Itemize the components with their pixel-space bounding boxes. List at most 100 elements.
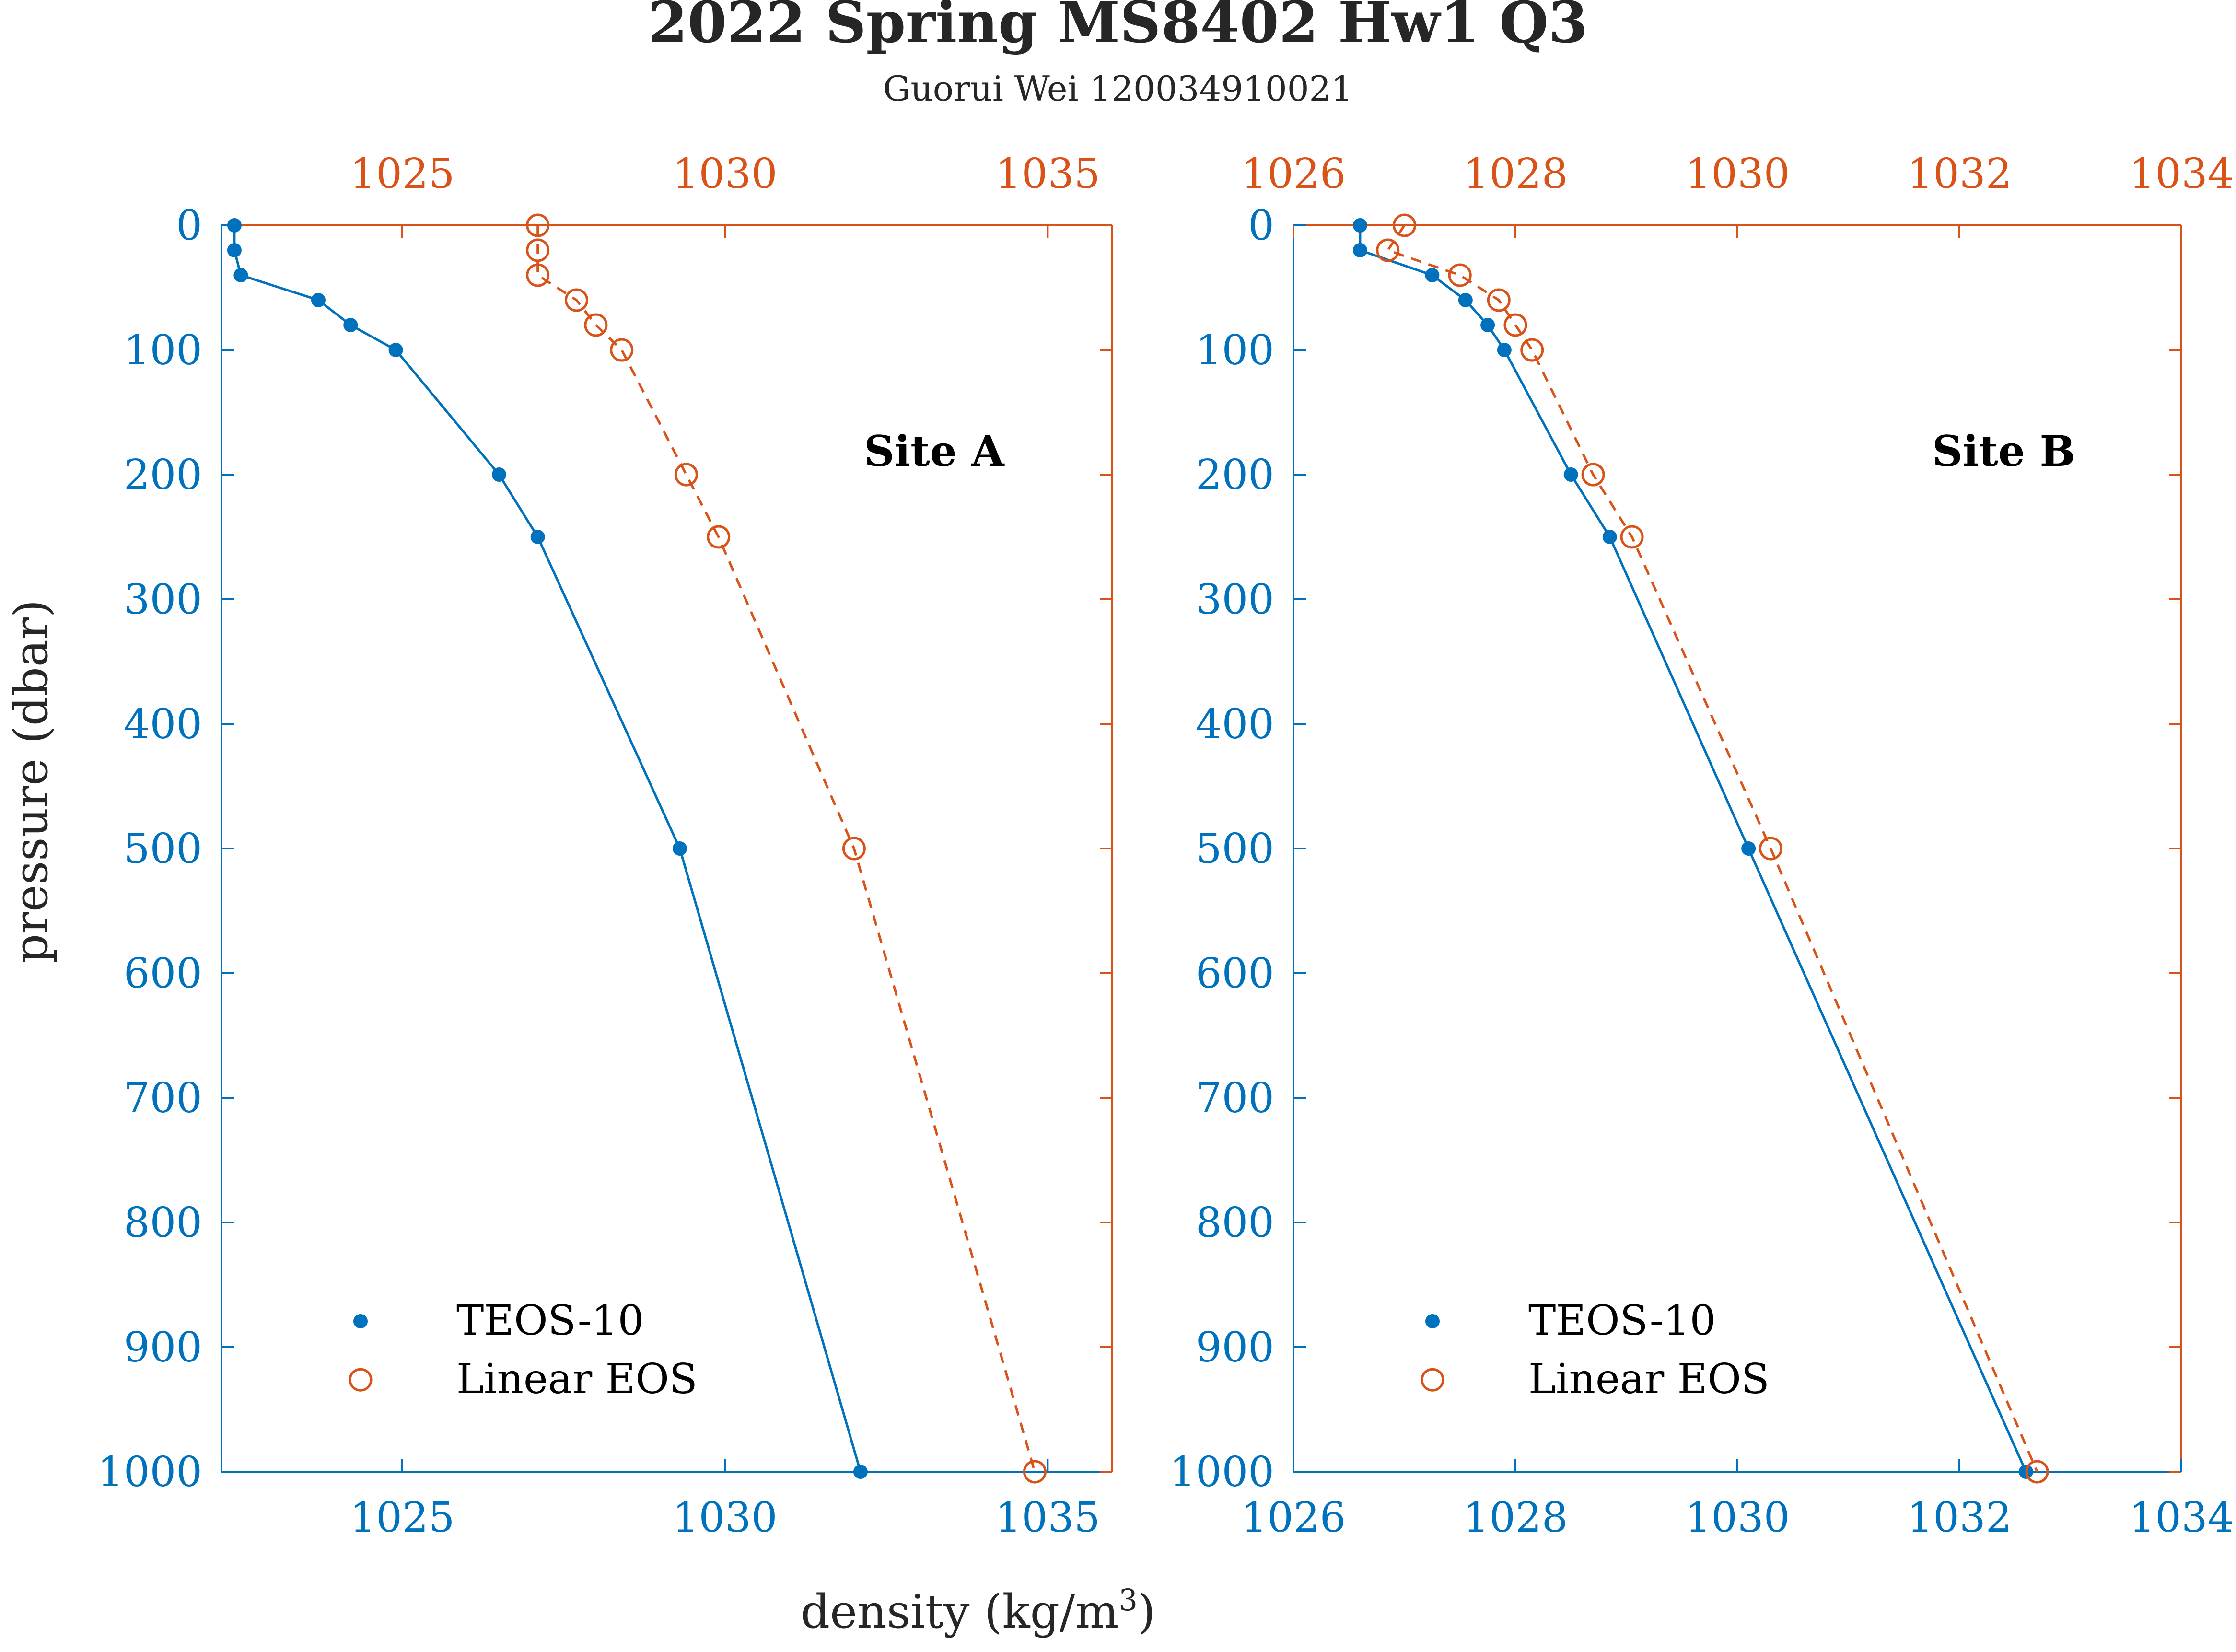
site-a-top-tick-label: 1025 <box>350 150 455 198</box>
site-a-teos10-point <box>227 218 242 233</box>
site-b-linear-eos-point <box>1448 263 1472 287</box>
site-b-legend-linear-eos-label: Linear EOS <box>1528 1355 1770 1403</box>
site-a-legend-teos10-label: TEOS-10 <box>456 1297 644 1345</box>
site-a-y-tick-label: 900 <box>124 1324 202 1372</box>
site-a-y-tick-label: 600 <box>124 950 202 998</box>
site-a-teos10-point <box>491 467 506 482</box>
site-b-y-tick-label: 1000 <box>1169 1448 1274 1496</box>
site-a-x-tick-label: 1025 <box>350 1494 455 1542</box>
site-b-y-tick-label: 600 <box>1196 950 1274 998</box>
site-b-linear-eos-point <box>1487 288 1511 312</box>
site-b-linear-eos-point <box>1503 313 1527 337</box>
site-b-legend-linear-eos-marker <box>1421 1368 1444 1392</box>
site-b-y-tick-label: 500 <box>1196 825 1274 873</box>
site-b-y-tick-label: 0 <box>1248 202 1274 250</box>
site-b-x-tick-label: 1030 <box>1685 1494 1790 1542</box>
site-b-y-tick-label: 200 <box>1196 451 1274 499</box>
site-a-legend-linear-eos-marker <box>349 1368 373 1392</box>
site-b-y-tick-label: 300 <box>1196 576 1274 624</box>
site-b-linear-eos-point <box>1393 213 1416 237</box>
site-a-x-tick-label: 1030 <box>673 1494 778 1542</box>
site-a-linear-eos-point <box>707 525 731 549</box>
site-b-top-tick-label: 1026 <box>1241 150 1346 198</box>
site-a-teos10-point <box>672 841 687 856</box>
site-b-x-tick-label: 1034 <box>2129 1494 2234 1542</box>
site-a-y-tick-label: 700 <box>124 1074 202 1122</box>
site-a-y-tick-label: 800 <box>124 1199 202 1247</box>
x-axis-label-superscript: 3 <box>1118 1582 1137 1617</box>
site-b-teos10-point <box>1497 343 1512 357</box>
site-b-top-tick-label: 1032 <box>1907 150 2012 198</box>
site-a-teos10-point <box>227 243 242 257</box>
site-b-top-tick-label: 1028 <box>1463 150 1568 198</box>
x-axis-label-text: density (kg/m <box>801 1585 1119 1639</box>
site-b-teos10-point <box>1352 243 1367 257</box>
site-a-linear-eos-point <box>584 313 608 337</box>
site-b-teos10-point <box>1458 293 1473 307</box>
site-b-y-tick-label: 900 <box>1196 1324 1274 1372</box>
site-b-teos10-point <box>1563 467 1578 482</box>
site-a-linear-eos-point <box>526 213 550 237</box>
site-a-panel: 0 100 200 300 400 500 600 700 800 900 1000 1025 1030… <box>97 150 1113 1542</box>
site-b-linear-eos-point <box>1581 463 1605 487</box>
site-a-teos10-point <box>343 318 358 332</box>
x-axis-label-close: ) <box>1138 1585 1155 1639</box>
figure-subtitle: Guorui Wei 120034910021 <box>883 69 1353 109</box>
site-b-teos10-line <box>1359 225 2027 1473</box>
site-a-linear-eos-point <box>610 338 634 362</box>
site-a-teos10-point <box>388 343 403 357</box>
site-a-linear-eos-point <box>565 288 589 312</box>
site-b-teos10-point <box>1352 218 1367 233</box>
site-b-linear-eos-point <box>2025 1460 2049 1484</box>
site-a-linear-eos-point <box>526 263 550 287</box>
site-b-linear-eos-line <box>1386 224 2038 1472</box>
site-a-linear-eos-point <box>842 837 866 861</box>
site-b-linear-eos-point <box>1376 238 1400 262</box>
site-a-y-tick-label: 300 <box>124 576 202 624</box>
site-a-linear-eos-point <box>1023 1460 1047 1484</box>
site-b-x-tick-label: 1032 <box>1907 1494 2012 1542</box>
site-a-site-label: Site A <box>864 426 1005 476</box>
site-a-y-tick-label: 1000 <box>97 1448 202 1496</box>
y-axis-label: pressure (dbar) <box>4 600 58 964</box>
site-b-x-tick-label: 1028 <box>1463 1494 1568 1542</box>
site-b-teos10-point <box>1425 268 1440 282</box>
site-a-top-tick-label: 1030 <box>673 150 778 198</box>
x-axis-label: density (kg/m3) <box>801 1582 1156 1639</box>
site-a-top-tick-label: 1035 <box>995 150 1100 198</box>
site-b-legend-teos10-marker <box>1425 1314 1440 1328</box>
site-b-teos10-point <box>1741 841 1756 856</box>
site-b-y-tick-label: 700 <box>1196 1074 1274 1122</box>
site-b-x-tick-label: 1026 <box>1241 1494 1346 1542</box>
site-a-teos10-point <box>233 268 248 282</box>
site-a-teos10-point <box>530 530 545 544</box>
site-b-legend-teos10-label: TEOS-10 <box>1528 1297 1716 1345</box>
site-a-legend-linear-eos-label: Linear EOS <box>456 1355 698 1403</box>
site-b-linear-eos-point <box>1759 837 1782 861</box>
site-b-linear-eos-point <box>1620 525 1644 549</box>
site-b-y-tick-label: 400 <box>1196 700 1274 748</box>
figure-title: 2022 Spring MS8402 Hw1 Q3 <box>648 0 1588 56</box>
site-a-linear-eos-point <box>674 463 698 487</box>
site-a-y-tick-label: 400 <box>124 700 202 748</box>
site-a-legend-teos10-marker <box>353 1314 368 1328</box>
site-a-teos10-point <box>311 293 326 307</box>
site-b-top-tick-label: 1030 <box>1685 150 1790 198</box>
site-a-y-tick-label: 0 <box>176 202 202 250</box>
site-a-x-tick-label: 1035 <box>995 1494 1100 1542</box>
site-a-y-tick-label: 100 <box>124 326 202 374</box>
site-b-teos10-point <box>1480 318 1495 332</box>
site-a-linear-eos-line <box>536 225 1036 1472</box>
site-a-teos10-line <box>233 225 862 1472</box>
site-a-teos10-point <box>853 1465 868 1479</box>
site-a-linear-eos-point <box>526 238 550 262</box>
site-b-teos10-point <box>1602 530 1617 544</box>
site-b-y-tick-label: 100 <box>1196 326 1274 374</box>
site-a-y-tick-label: 200 <box>124 451 202 499</box>
site-b-site-label: Site B <box>1932 426 2075 476</box>
site-b-y-tick-label: 800 <box>1196 1199 1274 1247</box>
site-a-y-tick-label: 500 <box>124 825 202 873</box>
